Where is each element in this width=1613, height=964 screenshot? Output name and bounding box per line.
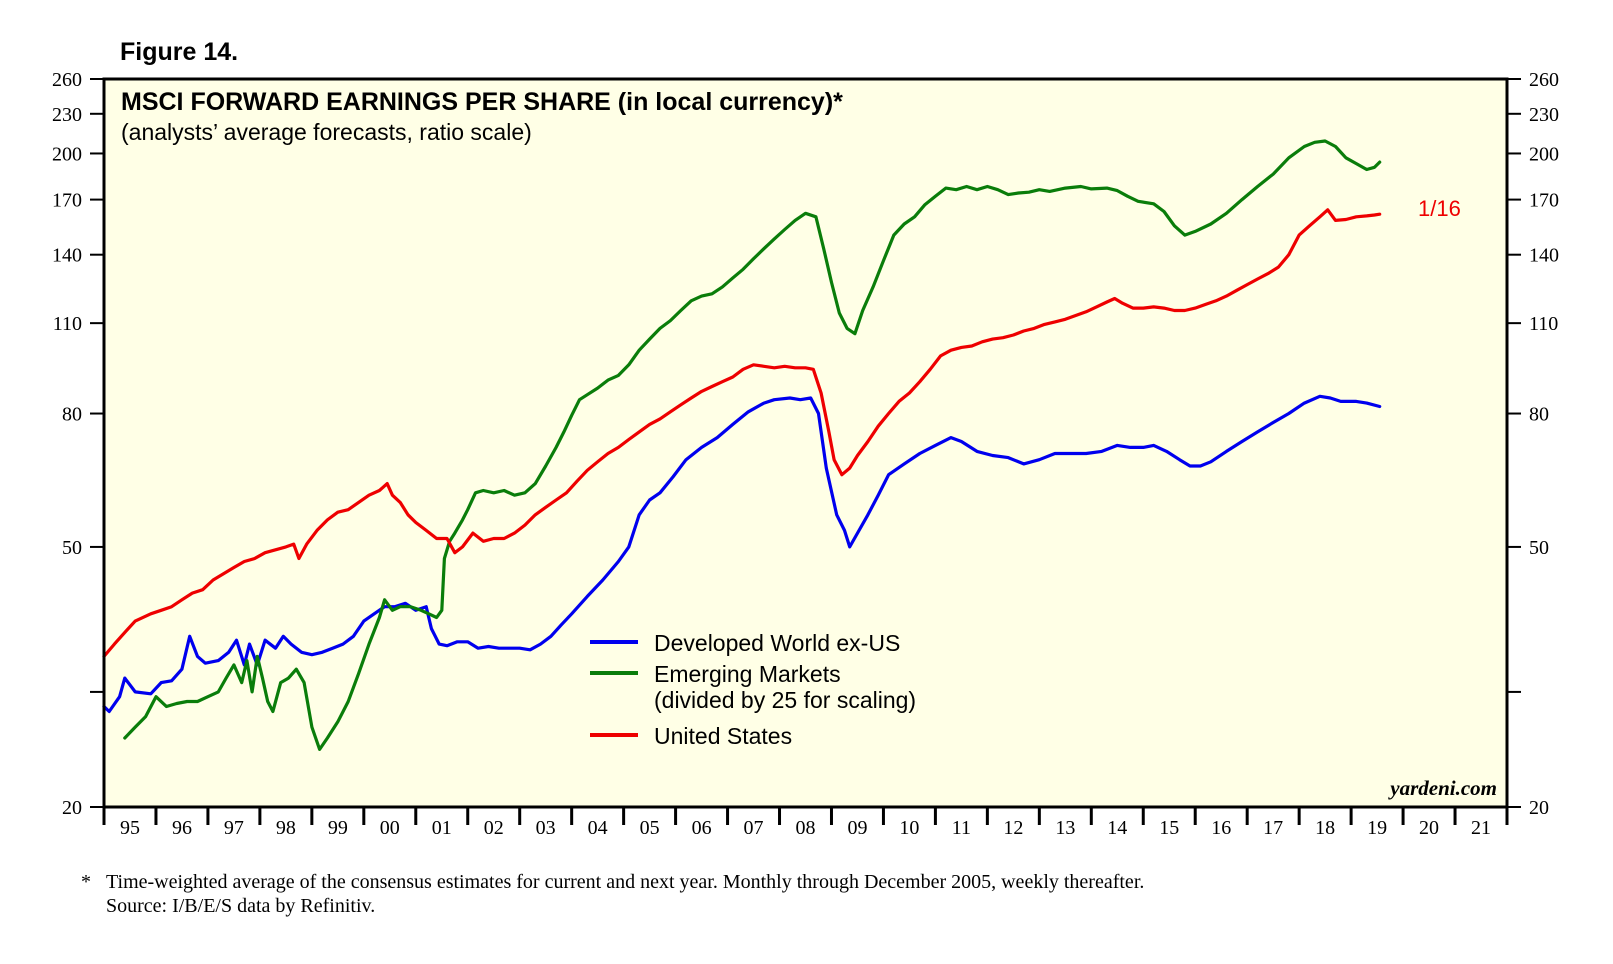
x-tick-label-04: 04 — [588, 817, 608, 839]
x-tick-label-14: 14 — [1107, 817, 1127, 839]
chart-title: MSCI FORWARD EARNINGS PER SHARE (in loca… — [121, 88, 843, 116]
x-tick-label-18: 18 — [1315, 817, 1335, 839]
legend-label-emerging-note: (divided by 25 for scaling) — [654, 687, 916, 713]
x-tick-label-02: 02 — [484, 817, 504, 839]
end-annotation: 1/16 — [1418, 196, 1461, 221]
y-tick-label-left-110: 110 — [53, 313, 82, 335]
x-axis: 95 96 97 98 99 00 01 02 03 04 05 06 07 08 09 10 11 12 13 14… — [102, 807, 1509, 839]
y-tick-label-right-140: 140 — [1529, 245, 1559, 267]
x-tick-label-10: 10 — [899, 817, 919, 839]
x-tick-label-20: 20 — [1419, 817, 1439, 839]
x-tick-label-08: 08 — [796, 817, 816, 839]
y-tick-label-left-260: 260 — [52, 69, 82, 91]
y-tick-label-left-50: 50 — [62, 537, 82, 559]
x-tick-label-05: 05 — [640, 817, 660, 839]
y-tick-label-left-170: 170 — [52, 190, 82, 212]
x-tick-label-21: 21 — [1471, 817, 1491, 839]
legend-label-us: United States — [654, 723, 792, 749]
x-tick-label-06: 06 — [692, 817, 712, 839]
x-tick-label-15: 15 — [1159, 817, 1179, 839]
watermark: yardeni.com — [1387, 776, 1497, 800]
x-tick-label-07: 07 — [744, 817, 764, 839]
y-tick-label-right-200: 200 — [1529, 143, 1559, 165]
x-tick-label-12: 12 — [1003, 817, 1023, 839]
legend-label-developed: Developed World ex-US — [654, 630, 900, 656]
y-tick-label-right-20: 20 — [1529, 797, 1549, 819]
x-tick-label-17: 17 — [1263, 817, 1283, 839]
y-tick-label-right-170: 170 — [1529, 190, 1559, 212]
y-tick-label-left-230: 230 — [52, 104, 82, 126]
series-emerging-markets — [123, 139, 1382, 751]
legend-label-emerging: Emerging Markets — [654, 661, 841, 687]
x-tick-label-16: 16 — [1211, 817, 1231, 839]
x-tick-label-09: 09 — [847, 817, 867, 839]
plot-border — [102, 77, 1509, 809]
x-tick-label-19: 19 — [1367, 817, 1387, 839]
y-tick-label-right-230: 230 — [1529, 104, 1559, 126]
y-tick-label-left-20: 20 — [62, 797, 82, 819]
y-tick-label-right-110: 110 — [1529, 313, 1558, 335]
y-tick-label-left-80: 80 — [62, 404, 82, 426]
x-tick-label-03: 03 — [536, 817, 556, 839]
y-tick-label-right-80: 80 — [1529, 404, 1549, 426]
x-tick-label-98: 98 — [276, 817, 296, 839]
x-tick-label-95: 95 — [120, 817, 140, 839]
x-tick-label-13: 13 — [1055, 817, 1075, 839]
right-y-axis: 20 50 80 110 140 170 200 230 260 — [1507, 69, 1559, 819]
series-developed-world-ex-us — [102, 394, 1382, 714]
series-united-states — [102, 208, 1382, 658]
series-layer — [102, 139, 1382, 751]
plot-background — [104, 79, 1507, 807]
x-tick-label-96: 96 — [172, 817, 192, 839]
footnote-line-2: Source: I/B/E/S data by Refinitiv. — [106, 895, 375, 917]
x-tick-label-11: 11 — [952, 817, 971, 839]
chart-subtitle: (analysts’ average forecasts, ratio scal… — [121, 119, 532, 145]
x-tick-label-00: 00 — [380, 817, 400, 839]
figure-label: Figure 14. — [120, 38, 238, 66]
footnote-line-1: Time-weighted average of the consensus e… — [106, 871, 1144, 893]
x-tick-label-99: 99 — [328, 817, 348, 839]
y-tick-label-left-200: 200 — [52, 143, 82, 165]
footnote-marker: * — [81, 871, 91, 893]
left-y-axis: 20 50 80 110 140 170 200 230 260 — [52, 69, 104, 819]
x-tick-label-97: 97 — [224, 817, 244, 839]
y-tick-label-right-50: 50 — [1529, 537, 1549, 559]
x-tick-label-01: 01 — [432, 817, 452, 839]
y-tick-label-left-140: 140 — [52, 245, 82, 267]
legend: Developed World ex-US Emerging Markets (… — [590, 630, 916, 749]
y-tick-label-right-260: 260 — [1529, 69, 1559, 91]
